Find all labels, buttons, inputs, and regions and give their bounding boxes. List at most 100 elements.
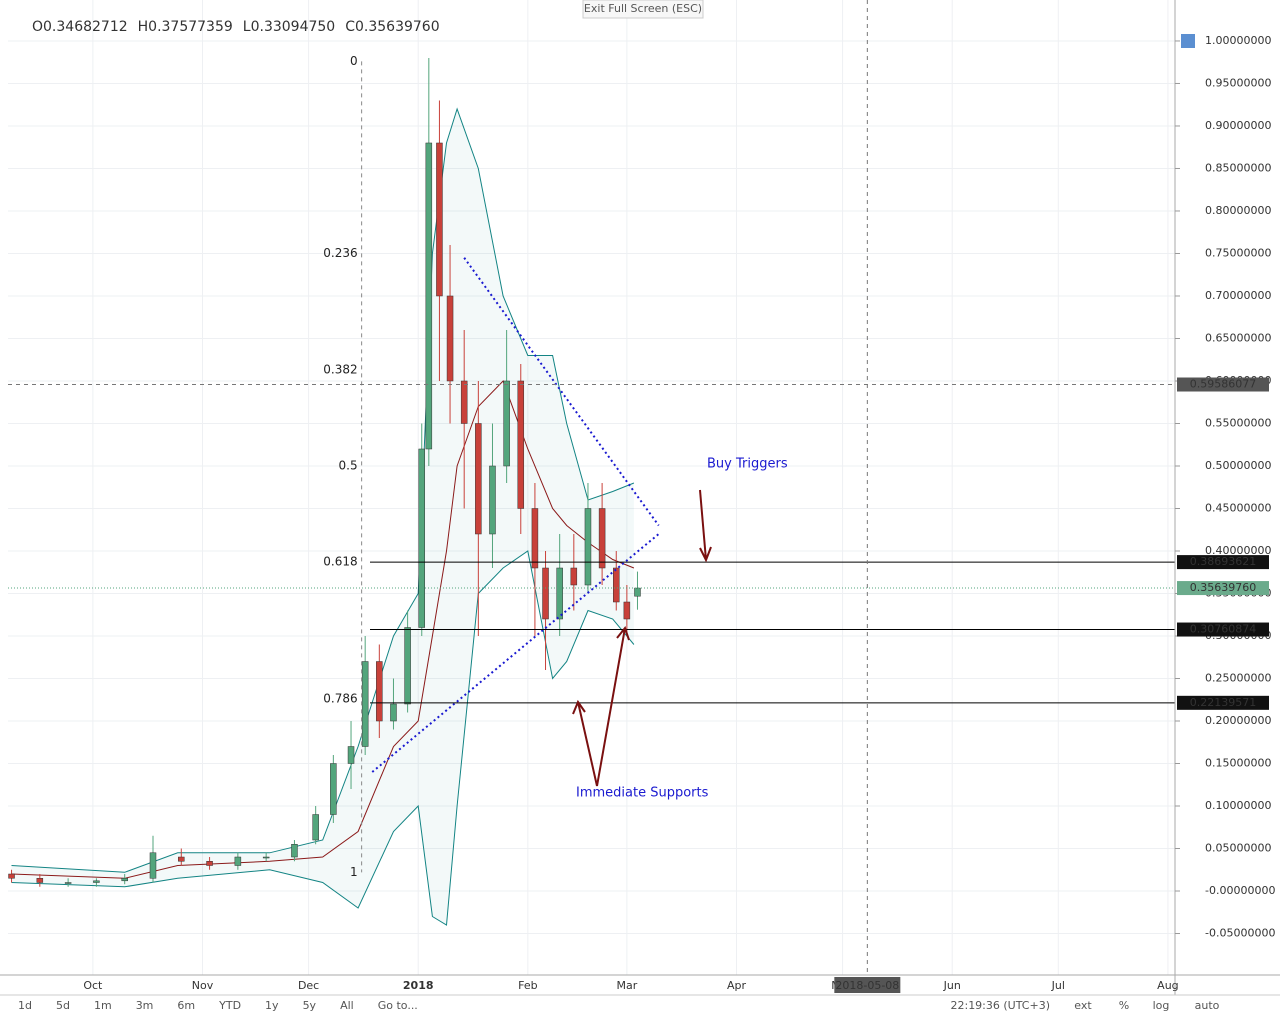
- candle-body: [291, 844, 298, 858]
- y-tick-label: 0.85000000: [1205, 161, 1271, 174]
- y-tick-label: 0.65000000: [1205, 331, 1271, 344]
- candle-body: [598, 508, 606, 569]
- x-tick-label: Feb: [518, 979, 537, 992]
- x-tick-label: Jul: [1051, 979, 1065, 992]
- candle-body: [436, 142, 443, 297]
- option-button[interactable]: log: [1153, 999, 1170, 1012]
- candle-body: [376, 661, 383, 722]
- candle-body: [312, 814, 319, 841]
- y-tick-label: -0.00000000: [1205, 884, 1275, 897]
- candle-body: [64, 882, 72, 884]
- x-tick-label: Nov: [192, 979, 214, 992]
- grid: [8, 0, 1175, 975]
- candle-body: [390, 703, 397, 722]
- candle-body: [584, 508, 592, 586]
- range-button[interactable]: 5y: [303, 999, 317, 1012]
- candle-body: [542, 567, 549, 620]
- range-button[interactable]: 6m: [177, 999, 195, 1012]
- price-tag: [1177, 377, 1269, 392]
- trendline: [371, 533, 660, 773]
- candle-body: [347, 746, 355, 764]
- candle-body: [36, 878, 44, 883]
- y-tick-label: 0.20000000: [1205, 714, 1271, 727]
- candle-body: [460, 380, 468, 424]
- range-button[interactable]: 1m: [94, 999, 112, 1012]
- annotation: Buy Triggers: [707, 457, 788, 472]
- candle-body: [517, 380, 525, 509]
- range-button[interactable]: YTD: [218, 999, 241, 1012]
- y-tick-label: 0.80000000: [1205, 204, 1271, 217]
- y-tick-label: 0.45000000: [1205, 501, 1271, 514]
- y-tick-label: 1.00000000: [1205, 34, 1271, 47]
- y-tick-label: 0.25000000: [1205, 672, 1271, 685]
- candle-body: [178, 856, 185, 862]
- overlay: 0 0.236 0.382 0.5 0.618 0.786 1: [8, 0, 1175, 975]
- y-tick-label: -0.05000000: [1205, 927, 1275, 940]
- range-button[interactable]: 1d: [18, 999, 32, 1012]
- fib-label: 0.382: [323, 362, 357, 376]
- exit-button[interactable]: [582, 0, 704, 19]
- price-tag: [1177, 622, 1269, 637]
- x-tick-label: Oct: [83, 979, 103, 992]
- y-tick-label: 0.10000000: [1205, 799, 1271, 812]
- x-tick-label: Apr: [727, 979, 747, 992]
- fib-label: 0.618: [323, 555, 357, 569]
- option-button[interactable]: %: [1119, 999, 1129, 1012]
- candle-body: [330, 763, 337, 815]
- x-tick-label: Mar: [616, 979, 637, 992]
- candle-body: [503, 380, 510, 467]
- range-button[interactable]: 5d: [56, 999, 70, 1012]
- y-tick-label: 0.40000000: [1205, 544, 1271, 557]
- option-button[interactable]: auto: [1195, 999, 1220, 1012]
- ohlc-value: O0.34682712: [32, 19, 128, 35]
- ohlc-value: H0.37577359: [138, 19, 233, 35]
- price-tag-label: 0.30760874: [1190, 623, 1256, 636]
- candle-body: [475, 423, 482, 535]
- candle-body: [446, 295, 454, 382]
- fib-label: 0: [350, 54, 358, 68]
- buy-arrow: [699, 489, 712, 563]
- candle-body: [425, 142, 433, 450]
- fib-label: 1: [350, 865, 358, 879]
- trendline: [463, 257, 660, 527]
- candle-body: [531, 508, 539, 569]
- candle-body: [613, 567, 620, 603]
- candle-body: [206, 861, 213, 866]
- option-button[interactable]: ext: [1074, 999, 1092, 1012]
- ohlc-value: C0.35639760: [345, 19, 439, 35]
- range-button[interactable]: All: [340, 999, 354, 1012]
- candle-body: [634, 587, 641, 597]
- candle-body: [570, 567, 578, 586]
- y-tick-label: 0.70000000: [1205, 289, 1271, 302]
- price-tag-label: 0.59586077: [1190, 378, 1256, 391]
- goto-button[interactable]: Go to...: [378, 999, 418, 1012]
- range-button[interactable]: 1y: [265, 999, 279, 1012]
- y-tick-label: 0.90000000: [1205, 119, 1271, 132]
- price-tag-label: 0.22139571: [1190, 696, 1256, 709]
- candle-body: [8, 873, 15, 879]
- candle-body: [489, 465, 496, 535]
- date-tag: [834, 977, 901, 993]
- candle-body: [556, 567, 563, 620]
- y-tick-label: 0.50000000: [1205, 459, 1271, 472]
- x-tick-label: Jun: [943, 979, 961, 992]
- date-tag-label: 2018-05-08: [835, 979, 899, 992]
- fib-label: 0.236: [323, 246, 357, 260]
- candle-body: [149, 852, 157, 879]
- candle-body: [121, 878, 128, 882]
- clock: 22:19:36 (UTC+3): [950, 999, 1050, 1012]
- scale-button[interactable]: [1181, 34, 1195, 48]
- fib-label: 0.5: [339, 458, 358, 472]
- exit-button-label[interactable]: Exit Full Screen (ESC): [584, 2, 702, 15]
- ohlc-value: L0.33094750: [243, 19, 335, 35]
- x-tick-label: Aug: [1157, 979, 1178, 992]
- band-fill: [11, 109, 634, 925]
- x-tick-label: 2018: [403, 979, 434, 992]
- y-tick-label: 0.75000000: [1205, 246, 1271, 259]
- price-tag-label: 0.38693621: [1190, 555, 1256, 568]
- range-button[interactable]: 3m: [136, 999, 154, 1012]
- candle-body: [623, 601, 631, 620]
